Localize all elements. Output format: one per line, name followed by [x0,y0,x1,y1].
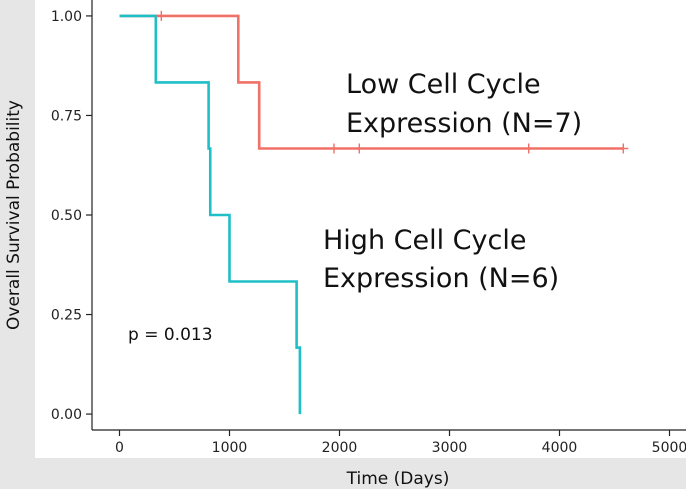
p-value-label: p = 0.013 [128,325,213,345]
survival-curves [119,14,624,415]
low-group-label-line1: Low Cell Cycle [346,69,541,100]
axis-ticks: 0 1000 2000 3000 4000 5000 0.00 0.25 0.50 0.75 1.0… [51,9,686,456]
x-tick-label: 3000 [432,440,468,456]
y-tick-label: 0.00 [51,407,82,423]
censor-mark [156,10,167,21]
censor-mark [618,143,629,154]
censor-mark [329,143,339,154]
x-tick-label: 2000 [322,440,358,456]
censor-mark [354,143,365,154]
x-tick-label: 5000 [652,440,686,456]
high-group-label-line1: High Cell Cycle [323,225,526,256]
censor-mark [523,143,534,154]
y-tick-label: 1.00 [51,9,82,25]
high-group-label-line2: Expression (N=6) [323,263,559,294]
x-tick-label: 1000 [212,440,248,456]
low-expression-curve [119,14,624,150]
y-tick-label: 0.50 [51,208,82,224]
y-tick-label: 0.25 [51,308,82,324]
y-axis-label: Overall Survival Probability [4,100,24,330]
low-group-label-line2: Expression (N=7) [346,108,582,139]
plot-panel-background [35,0,686,458]
x-tick-label: 0 [115,440,124,456]
y-tick-label: 0.75 [51,108,82,124]
x-tick-label: 4000 [542,440,578,456]
censor-marks [156,10,629,154]
high-expression-curve [119,14,302,415]
x-axis-label: Time (Days) [346,469,450,489]
